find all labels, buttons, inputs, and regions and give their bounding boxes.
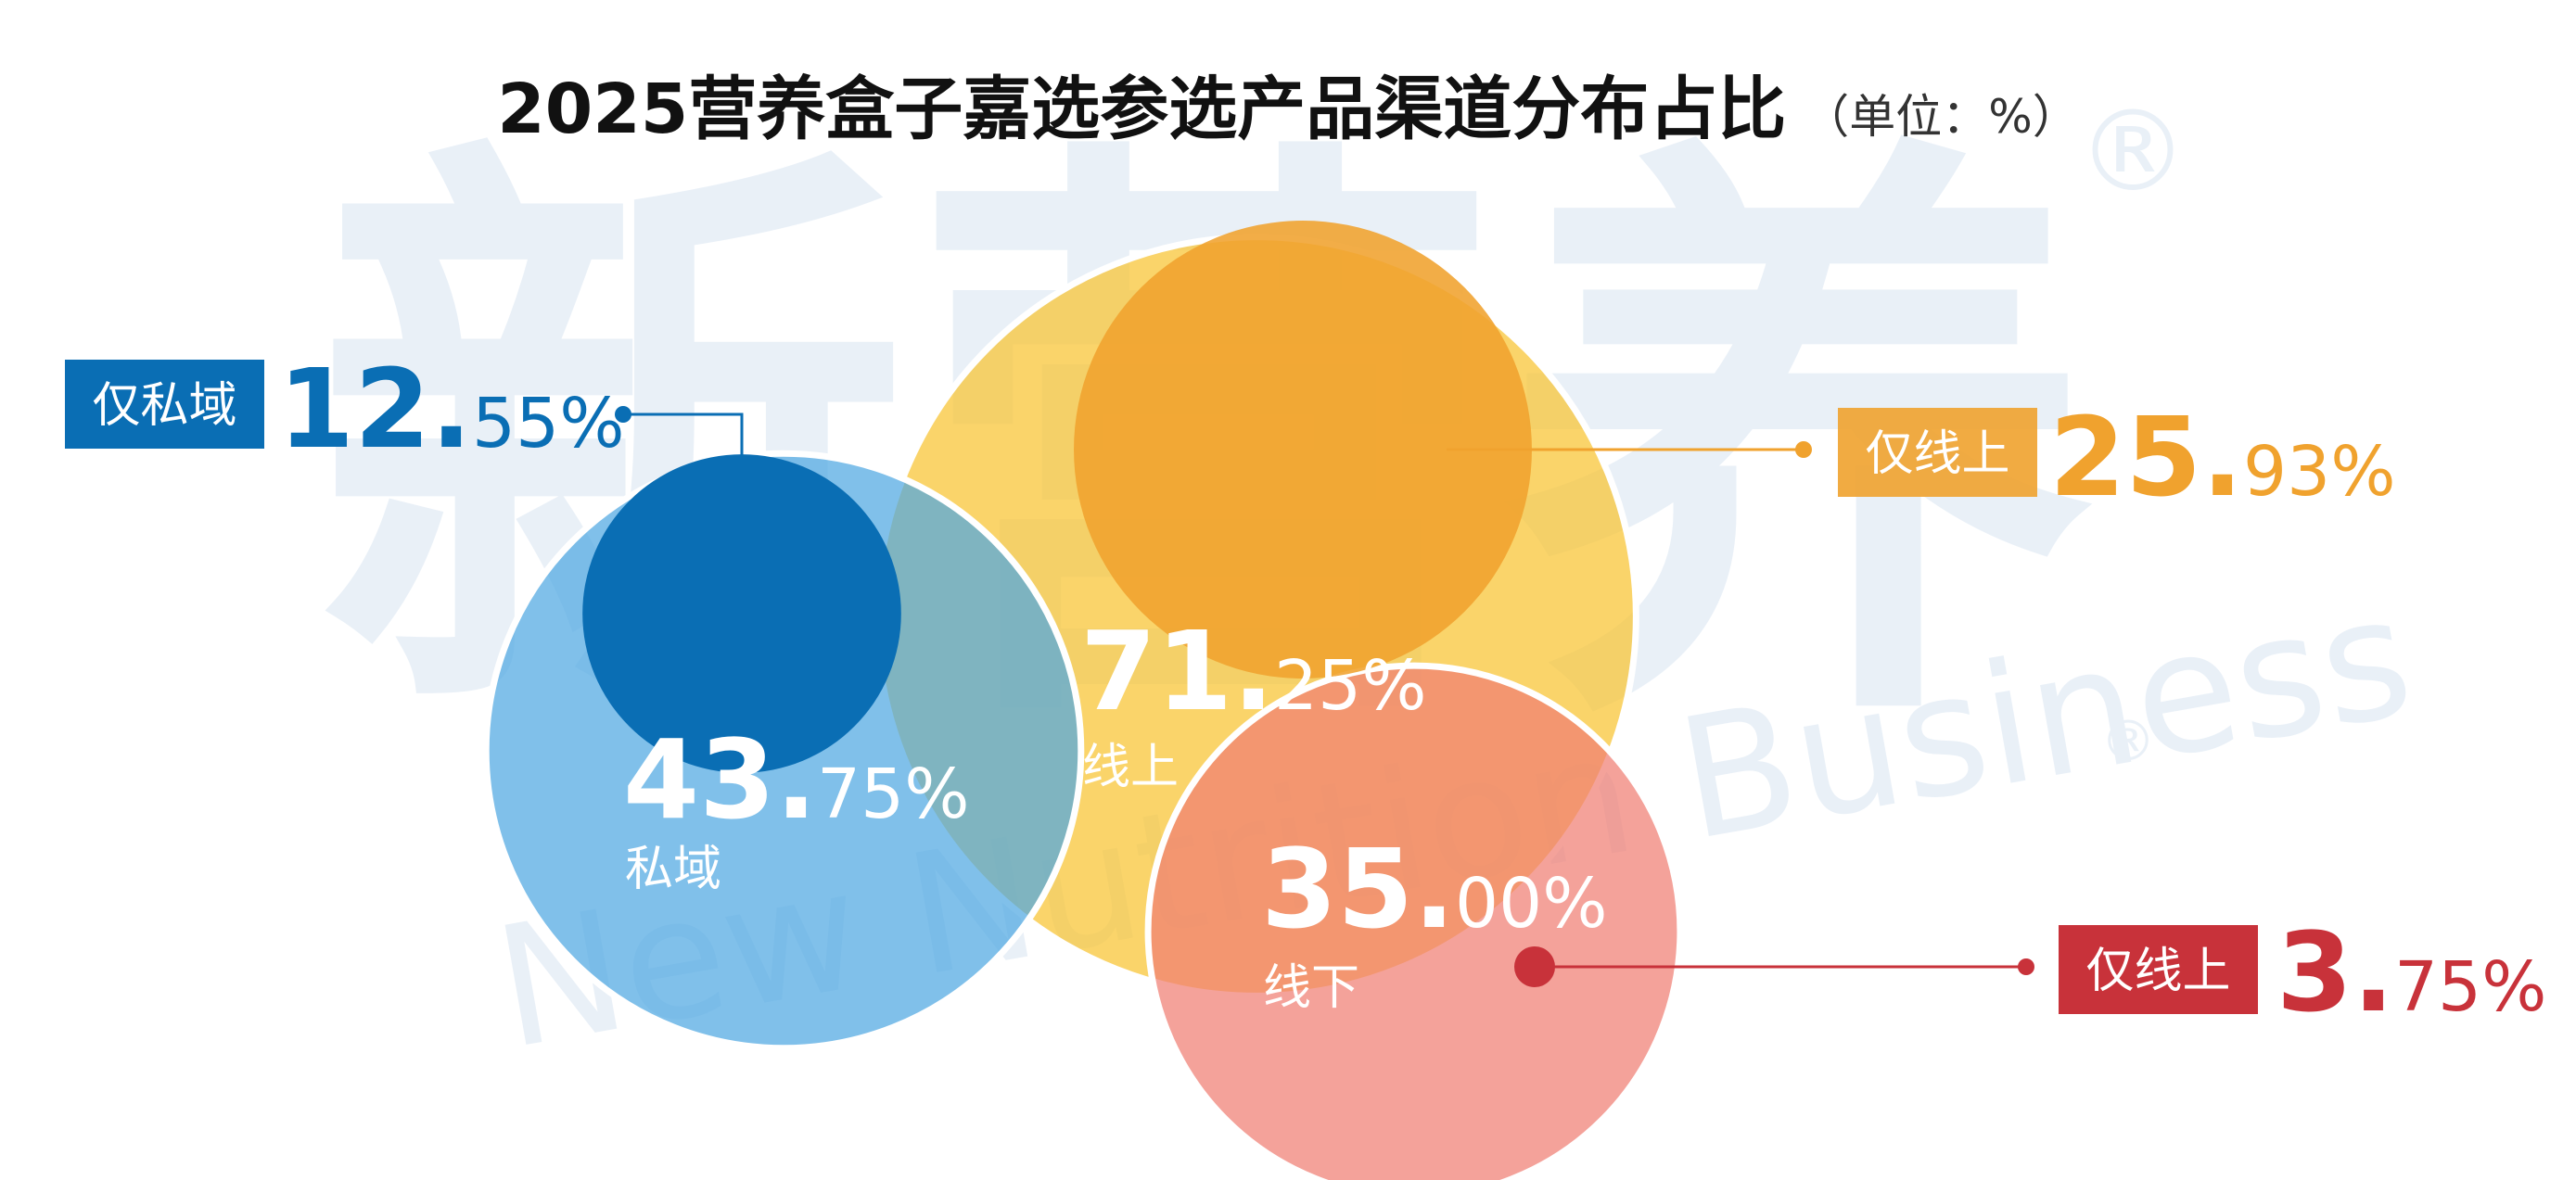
chart-unit: （单位：%） [1803, 90, 2079, 144]
value-int-offline: 35. [1261, 825, 1455, 953]
bubble-value-label-private: 43.75% [623, 716, 970, 844]
callout-dec-private-only: 55% [472, 384, 624, 463]
bubble-value-label-online: 71.25% [1080, 607, 1427, 735]
bubble-offline [1144, 662, 1684, 1180]
callout-int-private-only: 12. [278, 345, 472, 473]
callout-dec-offline-online-only: 75% [2394, 947, 2546, 1027]
tag-box-offline-online-only [2059, 925, 2258, 1014]
callout-value-online-only: 25.93% [2049, 393, 2396, 521]
bubble-name-private: 私域 [625, 842, 721, 897]
tag-box-online-only [1838, 408, 2037, 497]
tag-label-offline-online-only: 仅线上 [2085, 944, 2230, 999]
value-dec-private: 75% [817, 755, 969, 834]
bubble-name-online: 线上 [1082, 740, 1179, 795]
chart-title: 2025营养盒子嘉选参选产品渠道分布占比 （单位：%） [0, 54, 2576, 153]
chart-title-text: 2025营养盒子嘉选参选产品渠道分布占比 [497, 70, 1787, 149]
tag-label-online-only: 仅线上 [1865, 426, 2009, 482]
leader-line-private-only [623, 412, 744, 547]
callout-int-offline-online-only: 3. [2276, 908, 2394, 1036]
sub-bubble-private-only [582, 454, 901, 773]
watermark-mark-bottom: ® [2100, 709, 2156, 774]
callouts-layer: 仅私域 12.55% 仅线上 25.93%仅线上 3.75% [65, 345, 2546, 1036]
value-dec-offline: 00% [1455, 864, 1607, 944]
value-dec-online: 25% [1274, 646, 1426, 726]
callout-dec-online-only: 93% [2243, 432, 2395, 512]
bubble-value-label-offline: 35.00% [1261, 825, 1608, 953]
leader-dot-offline-online-only [2018, 958, 2034, 975]
watermark-mark-top: ® [2077, 88, 2188, 217]
value-int-online: 71. [1080, 607, 1274, 735]
sub-bubble-online-only [1074, 221, 1532, 679]
value-int-private: 43. [623, 716, 817, 844]
bubble-name-offline: 线下 [1263, 960, 1359, 1016]
tag-label-private-only: 仅私域 [92, 378, 236, 434]
leader-dot-private-only [615, 406, 631, 423]
callout-value-private-only: 12.55% [278, 345, 625, 473]
tag-box-private-only [65, 360, 264, 449]
callout-int-online-only: 25. [2049, 393, 2243, 521]
callout-value-offline-online-only: 3.75% [2276, 908, 2546, 1036]
leader-dot-online-only [1795, 441, 1812, 458]
